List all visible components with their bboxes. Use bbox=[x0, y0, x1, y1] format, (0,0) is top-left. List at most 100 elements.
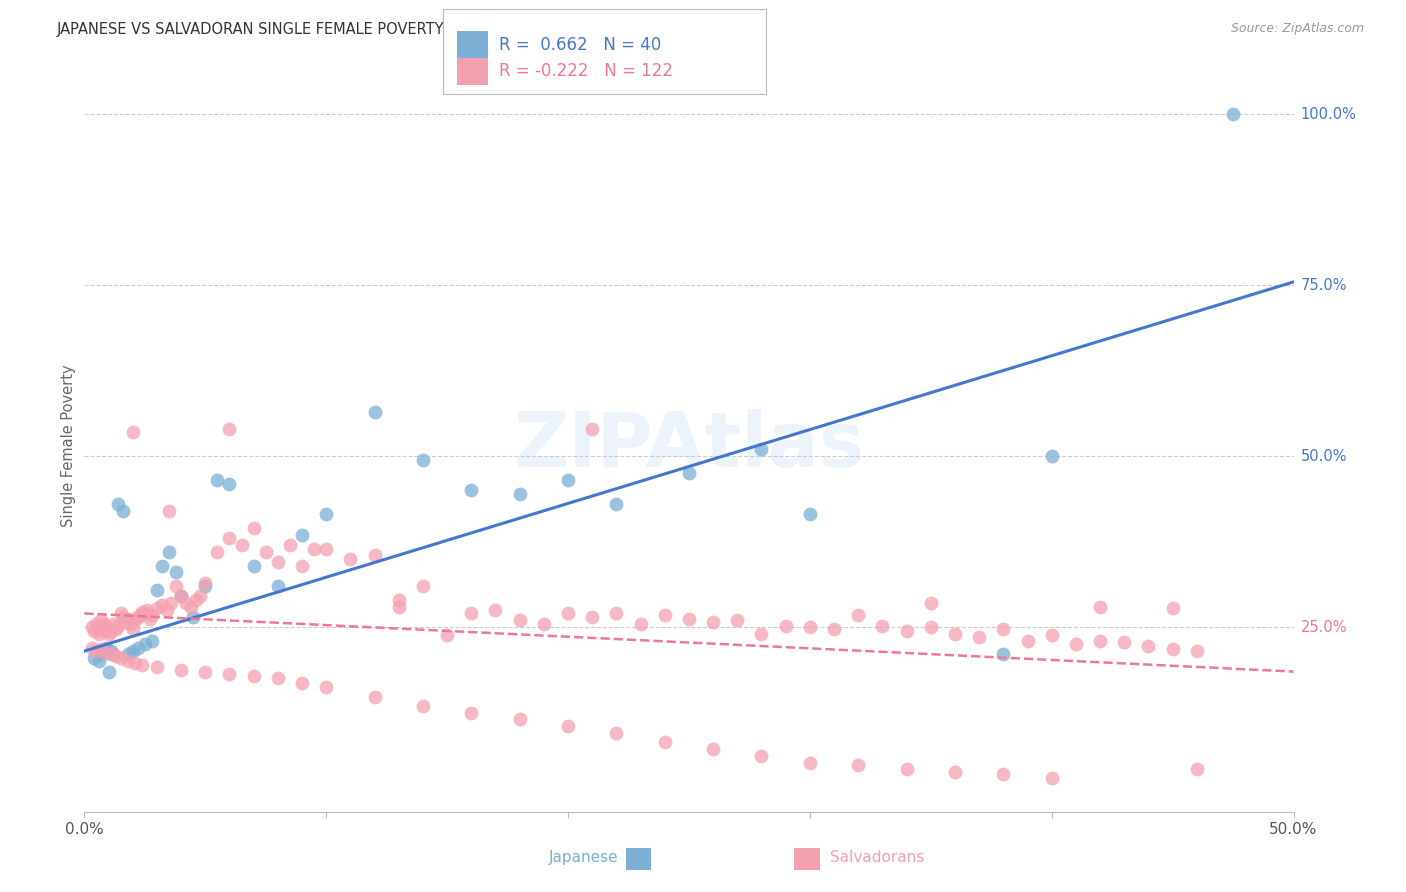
Point bbox=[121, 644, 143, 658]
Point bbox=[557, 607, 579, 621]
Point bbox=[460, 607, 482, 621]
Point bbox=[218, 666, 240, 681]
Point bbox=[138, 612, 160, 626]
Point bbox=[581, 610, 603, 624]
Point bbox=[557, 473, 579, 487]
Point bbox=[157, 545, 180, 559]
Point bbox=[339, 551, 361, 566]
Point bbox=[872, 619, 894, 633]
Point bbox=[363, 405, 385, 419]
Point bbox=[141, 607, 163, 622]
Point bbox=[107, 619, 129, 633]
Point bbox=[90, 619, 112, 633]
Point bbox=[630, 616, 652, 631]
Point bbox=[94, 646, 117, 660]
Point bbox=[170, 590, 193, 604]
Point bbox=[94, 620, 117, 634]
Point bbox=[751, 627, 773, 641]
Point bbox=[103, 648, 125, 662]
Point bbox=[678, 612, 700, 626]
Point bbox=[181, 610, 204, 624]
Point bbox=[131, 605, 153, 619]
Point bbox=[174, 596, 197, 610]
Point bbox=[1161, 642, 1184, 657]
Point bbox=[80, 640, 103, 655]
Point bbox=[103, 616, 125, 631]
Point bbox=[231, 538, 253, 552]
Point bbox=[388, 592, 411, 607]
Point bbox=[302, 541, 325, 556]
Point bbox=[124, 656, 146, 670]
Point bbox=[90, 642, 112, 657]
Point bbox=[136, 603, 159, 617]
Point bbox=[1114, 635, 1136, 649]
Point bbox=[605, 726, 627, 740]
Point bbox=[557, 719, 579, 733]
Text: R =  0.662   N = 40: R = 0.662 N = 40 bbox=[499, 36, 661, 54]
Point bbox=[605, 607, 627, 621]
Point bbox=[100, 644, 122, 658]
Point bbox=[267, 579, 290, 593]
Point bbox=[242, 558, 264, 573]
Point bbox=[436, 628, 458, 642]
Point bbox=[104, 622, 127, 636]
Point bbox=[702, 741, 724, 756]
Point bbox=[412, 452, 434, 467]
Point bbox=[100, 648, 122, 662]
Point bbox=[278, 538, 301, 552]
Point bbox=[110, 607, 132, 621]
Point bbox=[581, 422, 603, 436]
Point bbox=[86, 644, 108, 658]
Point bbox=[846, 607, 869, 622]
Point bbox=[112, 610, 135, 624]
Point bbox=[1137, 640, 1160, 654]
Point bbox=[1040, 449, 1063, 463]
Point bbox=[846, 758, 869, 772]
Point bbox=[896, 762, 918, 776]
Point bbox=[207, 473, 229, 487]
Point bbox=[799, 620, 821, 634]
Point bbox=[725, 613, 748, 627]
Text: 100.0%: 100.0% bbox=[1301, 107, 1357, 122]
Point bbox=[1161, 601, 1184, 615]
Point bbox=[87, 627, 110, 641]
Point bbox=[1185, 762, 1208, 776]
Point bbox=[896, 624, 918, 638]
Point bbox=[87, 654, 110, 668]
Point bbox=[86, 616, 108, 631]
Point bbox=[993, 622, 1015, 636]
Point bbox=[993, 648, 1015, 662]
Text: 50.0%: 50.0% bbox=[1301, 449, 1347, 464]
Point bbox=[194, 665, 217, 679]
Point bbox=[157, 504, 180, 518]
Text: ZIPAtlas: ZIPAtlas bbox=[513, 409, 865, 483]
Text: Japanese: Japanese bbox=[548, 850, 619, 865]
Point bbox=[943, 765, 966, 780]
Point bbox=[93, 624, 115, 638]
Point bbox=[112, 504, 135, 518]
Point bbox=[943, 627, 966, 641]
Point bbox=[180, 599, 202, 614]
Point bbox=[194, 579, 217, 593]
Point bbox=[160, 596, 183, 610]
Point bbox=[100, 624, 122, 638]
Point bbox=[150, 558, 173, 573]
Point bbox=[129, 607, 152, 622]
Point bbox=[94, 640, 117, 655]
Point bbox=[1185, 644, 1208, 658]
Point bbox=[484, 603, 506, 617]
Point bbox=[170, 663, 193, 677]
Point bbox=[117, 612, 139, 626]
Text: Salvadorans: Salvadorans bbox=[830, 850, 924, 865]
Point bbox=[127, 610, 149, 624]
Point bbox=[110, 651, 132, 665]
Point bbox=[291, 528, 314, 542]
Point bbox=[605, 497, 627, 511]
Point bbox=[291, 676, 314, 690]
Point bbox=[702, 615, 724, 629]
Point bbox=[104, 648, 127, 663]
Point bbox=[1040, 771, 1063, 785]
Point bbox=[412, 698, 434, 713]
Point bbox=[460, 483, 482, 498]
Point bbox=[242, 521, 264, 535]
